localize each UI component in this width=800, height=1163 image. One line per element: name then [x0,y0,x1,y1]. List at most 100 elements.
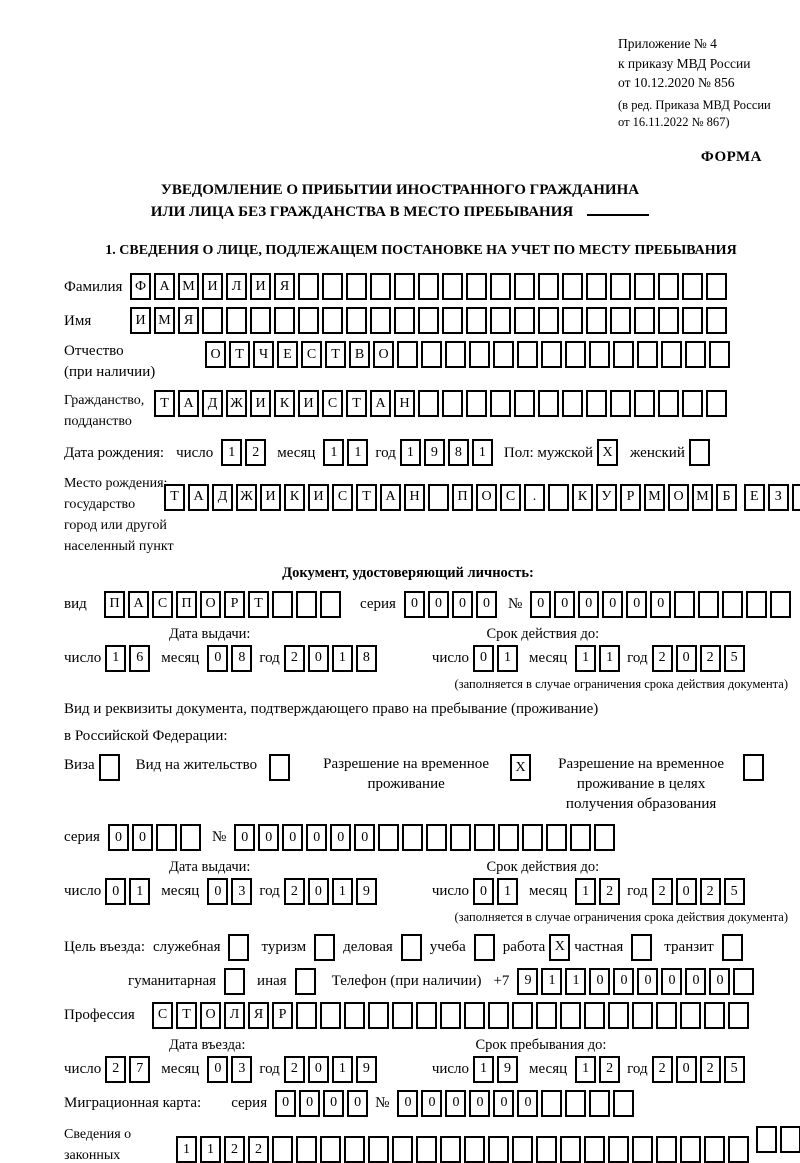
char-box[interactable] [791,483,800,511]
char-box[interactable]: К [572,483,593,511]
char-box[interactable]: О [200,590,221,618]
char-box[interactable] [586,273,607,301]
char-box[interactable]: Я [178,307,199,335]
char-box[interactable] [274,307,295,335]
char-box[interactable]: А [128,590,149,618]
char-box[interactable] [522,823,544,851]
char-box[interactable]: 0 [306,823,328,851]
char-box[interactable]: 0 [307,877,329,905]
char-box[interactable]: 0 [473,644,495,672]
char-box[interactable]: И [250,390,271,418]
char-box[interactable] [298,273,319,301]
char-box[interactable] [402,823,424,851]
char-box[interactable]: 1 [129,877,151,905]
char-box[interactable]: 1 [575,1055,597,1083]
char-box[interactable] [658,390,679,418]
char-box[interactable]: 2 [699,877,721,905]
char-box[interactable] [746,590,768,618]
char-box[interactable]: 0 [473,877,495,905]
char-box[interactable] [594,823,616,851]
char-box[interactable] [634,273,655,301]
char-box[interactable] [770,590,792,618]
char-box[interactable]: 0 [626,590,648,618]
char-box[interactable]: 1 [176,1135,197,1163]
char-box[interactable] [464,1135,485,1163]
char-box[interactable]: 2 [245,439,267,467]
char-box[interactable]: 2 [699,644,721,672]
char-box[interactable]: 0 [330,823,352,851]
char-box[interactable] [202,307,223,335]
char-box[interactable] [272,1135,293,1163]
char-box[interactable] [440,1135,461,1163]
char-box[interactable] [418,307,439,335]
char-box[interactable] [474,823,496,851]
char-box[interactable]: 1 [331,644,353,672]
char-box[interactable]: 1 [473,1055,495,1083]
char-box[interactable] [546,823,568,851]
char-box[interactable] [536,1001,557,1029]
char-box[interactable]: И [260,483,281,511]
char-box[interactable]: Д [212,483,233,511]
char-box[interactable]: Т [325,341,346,369]
char-box[interactable]: 2 [651,877,673,905]
char-box[interactable]: 0 [427,590,449,618]
char-box[interactable] [466,273,487,301]
char-box[interactable] [698,590,720,618]
char-box[interactable]: 0 [307,644,329,672]
char-box[interactable] [674,590,696,618]
char-box[interactable] [155,823,177,851]
char-box[interactable]: 9 [355,877,377,905]
visa-checkbox[interactable] [98,753,120,781]
char-box[interactable]: М [154,307,175,335]
char-box[interactable]: 5 [723,1055,745,1083]
char-box[interactable] [562,390,583,418]
char-box[interactable] [589,341,610,369]
char-box[interactable]: . [524,483,545,511]
work-checkbox[interactable]: X [549,933,571,961]
char-box[interactable] [755,1125,777,1153]
char-box[interactable]: 0 [403,590,425,618]
char-box[interactable] [250,307,271,335]
char-box[interactable]: 0 [421,1089,443,1117]
char-box[interactable] [536,1135,557,1163]
char-box[interactable]: 0 [675,877,697,905]
char-box[interactable] [296,590,317,618]
other-checkbox[interactable] [294,967,316,995]
char-box[interactable]: 0 [299,1089,321,1117]
char-box[interactable]: 8 [231,644,253,672]
char-box[interactable]: О [373,341,394,369]
char-box[interactable]: 2 [283,877,305,905]
char-box[interactable] [548,483,569,511]
char-box[interactable]: 2 [699,1055,721,1083]
char-box[interactable]: Л [226,273,247,301]
char-box[interactable]: 2 [248,1135,269,1163]
char-box[interactable] [320,1001,341,1029]
char-box[interactable]: 0 [105,877,127,905]
char-box[interactable]: Л [224,1001,245,1029]
char-box[interactable]: 8 [447,439,469,467]
char-box[interactable]: 8 [355,644,377,672]
char-box[interactable]: 1 [541,967,563,995]
char-box[interactable]: О [476,483,497,511]
char-box[interactable]: 0 [475,590,497,618]
business-checkbox[interactable] [228,933,250,961]
char-box[interactable]: Р [272,1001,293,1029]
private-checkbox[interactable] [631,933,653,961]
char-box[interactable] [538,390,559,418]
char-box[interactable] [779,1125,800,1153]
char-box[interactable]: 0 [207,1055,229,1083]
char-box[interactable] [682,307,703,335]
char-box[interactable] [392,1135,413,1163]
char-box[interactable] [344,1001,365,1029]
edu-permit-checkbox[interactable] [743,753,765,781]
char-box[interactable] [514,273,535,301]
char-box[interactable]: 6 [129,644,151,672]
char-box[interactable] [514,307,535,335]
char-box[interactable]: Т [176,1001,197,1029]
char-box[interactable]: 2 [599,1055,621,1083]
char-box[interactable] [584,1001,605,1029]
char-box[interactable]: 1 [471,439,493,467]
char-box[interactable] [442,273,463,301]
char-box[interactable]: Т [346,390,367,418]
char-box[interactable] [608,1135,629,1163]
